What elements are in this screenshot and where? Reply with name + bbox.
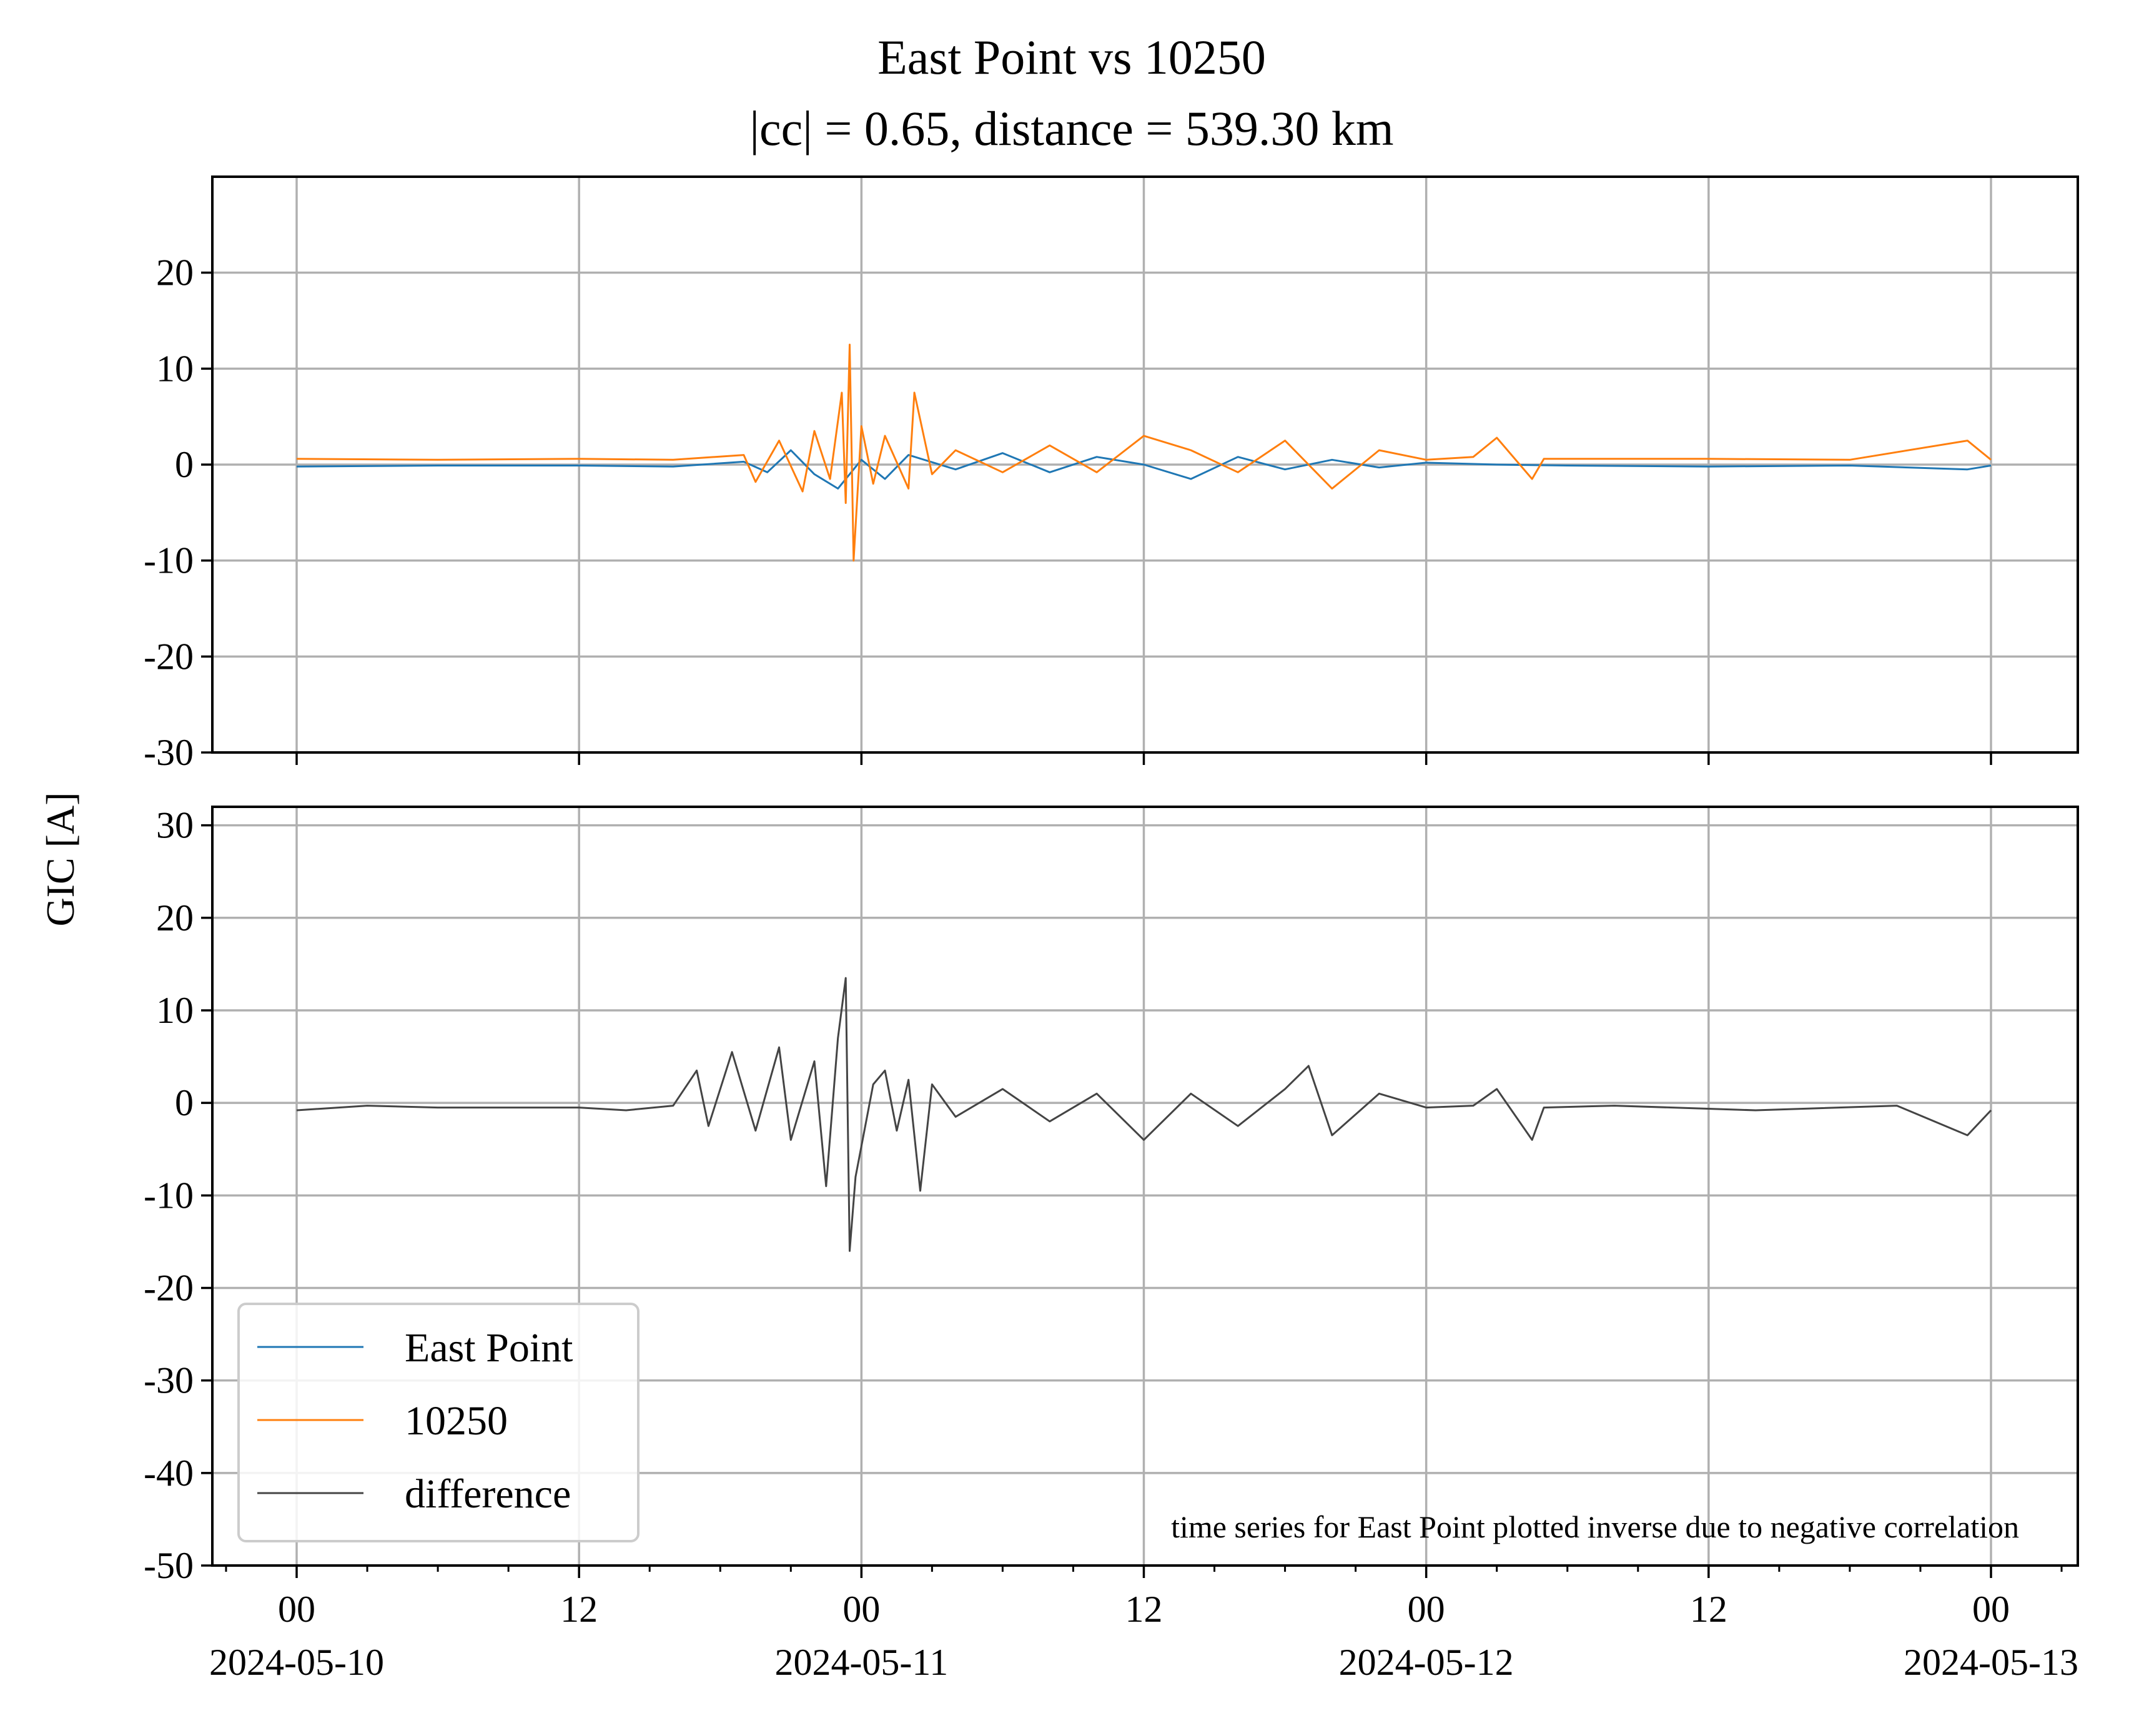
chart-title-line1: East Point vs 10250: [877, 30, 1266, 84]
x-tick-date-label: 2024-05-12: [1339, 1642, 1514, 1683]
y-axis-label: GIC [A]: [38, 792, 82, 926]
plot-panels: -30 -20 -10 0 10 20 -50 -40 -30 -20 -10 0 10 20 30: [144, 175, 2079, 1586]
legend-label-east-point: East Point: [405, 1325, 573, 1371]
x-tick-label: 00: [1408, 1589, 1445, 1630]
x-tick-label: 12: [1125, 1589, 1163, 1630]
y-tick-label: -10: [144, 1175, 194, 1216]
chart-title: East Point vs 10250 |cc| = 0.65, distanc…: [749, 30, 1393, 155]
y-tick-label: 0: [175, 444, 194, 485]
panel-frame: [211, 806, 2079, 1567]
x-tick-date-label: 2024-05-10: [209, 1642, 384, 1683]
y-tick-label: 0: [175, 1082, 194, 1123]
y-tick-label: -40: [144, 1452, 194, 1494]
y-tick-label: 20: [156, 897, 194, 939]
x-tick-date-label: 2024-05-13: [1904, 1642, 2078, 1683]
y-tick-label: -20: [144, 636, 194, 677]
legend-label-10250: 10250: [405, 1398, 508, 1444]
annotation-group: time series for East Point plotted inver…: [1171, 1509, 2019, 1544]
y-tick-label: -30: [144, 732, 194, 773]
x-tick-date-label: 2024-05-11: [774, 1642, 948, 1683]
x-tick-label: 12: [1690, 1589, 1727, 1630]
y-tick-label: -30: [144, 1360, 194, 1401]
panel-bottom: -50 -40 -30 -20 -10 0 10 20 30: [144, 805, 2079, 1586]
x-axis: 00 2024-05-10 12 00 2024-05-11 12 00 2024-05-12…: [209, 1566, 2078, 1683]
y-tick-label: -10: [144, 540, 194, 581]
chart-title-line2: |cc| = 0.65, distance = 539.30 km: [749, 101, 1393, 155]
legend-label-difference: difference: [405, 1471, 571, 1517]
panel-top: -30 -20 -10 0 10 20: [144, 175, 2079, 773]
y-tick-label: 30: [156, 805, 194, 846]
series-line-10250: [296, 343, 1992, 562]
x-tick-label: 00: [842, 1589, 880, 1630]
legend-box: [237, 1303, 640, 1542]
y-tick-label: 20: [156, 252, 194, 293]
x-tick-label: 12: [560, 1589, 598, 1630]
x-tick-label: 00: [1972, 1589, 2010, 1630]
y-tick-label: 10: [156, 990, 194, 1031]
annotation-text: time series for East Point plotted inver…: [1171, 1509, 2019, 1544]
y-tick-label: 10: [156, 348, 194, 389]
x-tick-label: 00: [278, 1589, 315, 1630]
legend: East Point 10250 difference: [237, 1303, 640, 1542]
series-line-difference: [296, 977, 1992, 1252]
panel-frame: [211, 175, 2079, 754]
y-tick-label: -20: [144, 1267, 194, 1308]
y-tick-label: -50: [144, 1545, 194, 1586]
